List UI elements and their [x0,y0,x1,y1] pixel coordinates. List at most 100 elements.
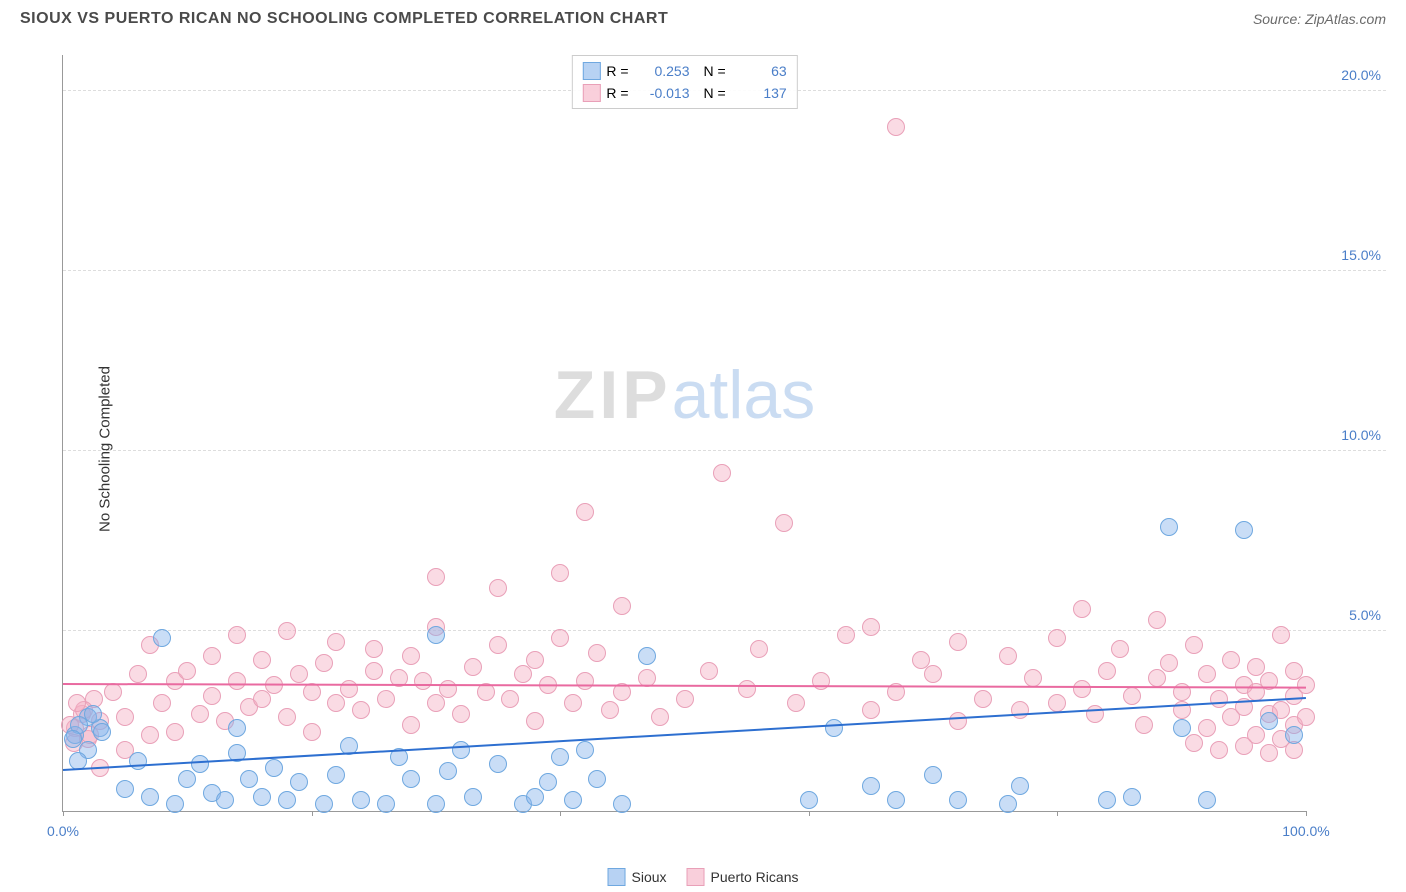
point-series1 [93,723,111,741]
gridline [63,270,1386,271]
point-series2 [452,705,470,723]
point-series2 [439,680,457,698]
point-series1 [526,788,544,806]
point-series2 [365,640,383,658]
point-series1 [166,795,184,813]
gridline [63,450,1386,451]
y-tick-label: 15.0% [1341,247,1381,263]
point-series1 [551,748,569,766]
point-series1 [924,766,942,784]
point-series2 [1073,680,1091,698]
point-series1 [191,755,209,773]
r-label: R = [606,85,628,101]
point-series1 [613,795,631,813]
point-series1 [539,773,557,791]
point-series2 [738,680,756,698]
point-series1 [887,791,905,809]
point-series2 [153,694,171,712]
x-tick [560,811,561,816]
point-series2 [1048,694,1066,712]
x-tick-label: 0.0% [47,823,79,839]
point-series2 [203,647,221,665]
point-series2 [999,647,1017,665]
point-series2 [601,701,619,719]
gridline [63,630,1386,631]
point-series2 [402,647,420,665]
y-tick-label: 5.0% [1349,607,1381,623]
point-series1 [228,719,246,737]
point-series2 [713,464,731,482]
point-series2 [1098,662,1116,680]
point-series2 [576,503,594,521]
point-series2 [1135,716,1153,734]
point-series2 [1297,708,1315,726]
point-series2 [949,712,967,730]
point-series2 [949,633,967,651]
legend-item: Sioux [608,868,667,886]
point-series2 [278,708,296,726]
point-series2 [141,726,159,744]
point-series2 [700,662,718,680]
point-series2 [651,708,669,726]
legend-swatch [582,84,600,102]
legend-swatch [608,868,626,886]
point-series1 [377,795,395,813]
point-series1 [464,788,482,806]
point-series2 [1148,669,1166,687]
point-series2 [290,665,308,683]
legend-label: Puerto Ricans [711,869,799,885]
point-series2 [1222,651,1240,669]
point-series2 [1160,654,1178,672]
point-series2 [402,716,420,734]
point-series2 [1086,705,1104,723]
point-series2 [228,626,246,644]
point-series1 [1160,518,1178,536]
point-series2 [178,662,196,680]
point-series2 [501,690,519,708]
point-series2 [862,701,880,719]
point-series2 [1185,636,1203,654]
x-tick [1306,811,1307,816]
point-series2 [278,622,296,640]
point-series1 [800,791,818,809]
point-series2 [489,636,507,654]
point-series2 [1048,629,1066,647]
point-series2 [576,672,594,690]
point-series2 [1024,669,1042,687]
point-series2 [365,662,383,680]
point-series1 [402,770,420,788]
n-value: 137 [732,85,787,101]
point-series2 [427,568,445,586]
point-series2 [588,644,606,662]
point-series1 [265,759,283,777]
point-series1 [352,791,370,809]
n-value: 63 [732,63,787,79]
point-series1 [253,788,271,806]
point-series2 [1198,665,1216,683]
x-tick [1057,811,1058,816]
point-series2 [464,658,482,676]
point-series2 [526,712,544,730]
point-series2 [427,694,445,712]
point-series1 [278,791,296,809]
point-series2 [775,514,793,532]
stats-legend: R =0.253N =63R =-0.013N =137 [571,55,797,109]
point-series2 [564,694,582,712]
point-series1 [315,795,333,813]
trend-line-series2 [63,683,1306,689]
point-series2 [253,690,271,708]
point-series1 [178,770,196,788]
point-series2 [1260,744,1278,762]
point-series2 [1111,640,1129,658]
y-tick-label: 10.0% [1341,427,1381,443]
point-series1 [862,777,880,795]
point-series2 [526,651,544,669]
point-series2 [1148,611,1166,629]
n-label: N = [704,85,726,101]
point-series1 [1285,726,1303,744]
point-series2 [1198,719,1216,737]
point-series2 [551,629,569,647]
point-series1 [327,766,345,784]
watermark: ZIPatlas [554,356,815,434]
source-label: Source: ZipAtlas.com [1253,11,1386,27]
